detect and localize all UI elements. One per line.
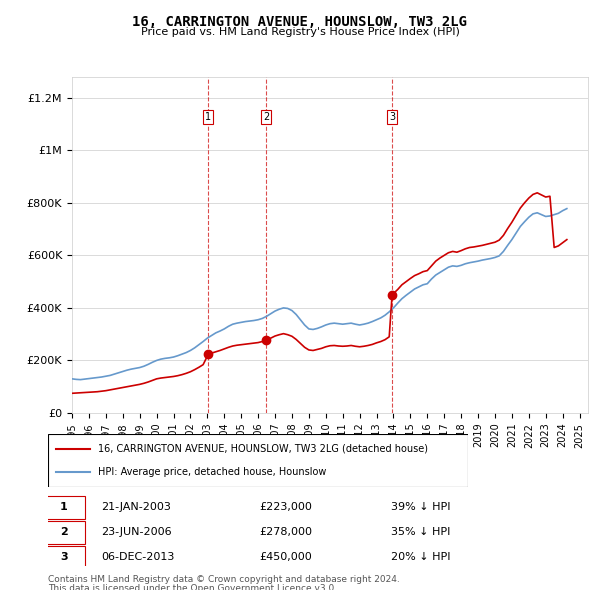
Text: 06-DEC-2013: 06-DEC-2013 — [101, 552, 174, 562]
Text: 3: 3 — [389, 112, 395, 122]
Text: 16, CARRINGTON AVENUE, HOUNSLOW, TW3 2LG: 16, CARRINGTON AVENUE, HOUNSLOW, TW3 2LG — [133, 15, 467, 29]
Text: 39% ↓ HPI: 39% ↓ HPI — [391, 502, 451, 512]
Text: 23-JUN-2006: 23-JUN-2006 — [101, 527, 172, 537]
Text: 1: 1 — [60, 502, 68, 512]
FancyBboxPatch shape — [43, 496, 85, 519]
Text: 1: 1 — [205, 112, 211, 122]
Text: 21-JAN-2003: 21-JAN-2003 — [101, 502, 170, 512]
Text: This data is licensed under the Open Government Licence v3.0.: This data is licensed under the Open Gov… — [48, 584, 337, 590]
FancyBboxPatch shape — [48, 434, 468, 487]
Text: Contains HM Land Registry data © Crown copyright and database right 2024.: Contains HM Land Registry data © Crown c… — [48, 575, 400, 584]
Text: 2: 2 — [263, 112, 269, 122]
FancyBboxPatch shape — [43, 521, 85, 544]
Text: 20% ↓ HPI: 20% ↓ HPI — [391, 552, 451, 562]
Text: 35% ↓ HPI: 35% ↓ HPI — [391, 527, 451, 537]
Text: £223,000: £223,000 — [259, 502, 312, 512]
Text: 3: 3 — [60, 552, 68, 562]
Text: HPI: Average price, detached house, Hounslow: HPI: Average price, detached house, Houn… — [98, 467, 327, 477]
Text: £278,000: £278,000 — [259, 527, 312, 537]
Text: Price paid vs. HM Land Registry's House Price Index (HPI): Price paid vs. HM Land Registry's House … — [140, 27, 460, 37]
Text: £450,000: £450,000 — [259, 552, 312, 562]
Text: 2: 2 — [60, 527, 68, 537]
Text: 16, CARRINGTON AVENUE, HOUNSLOW, TW3 2LG (detached house): 16, CARRINGTON AVENUE, HOUNSLOW, TW3 2LG… — [98, 444, 428, 454]
FancyBboxPatch shape — [43, 546, 85, 569]
